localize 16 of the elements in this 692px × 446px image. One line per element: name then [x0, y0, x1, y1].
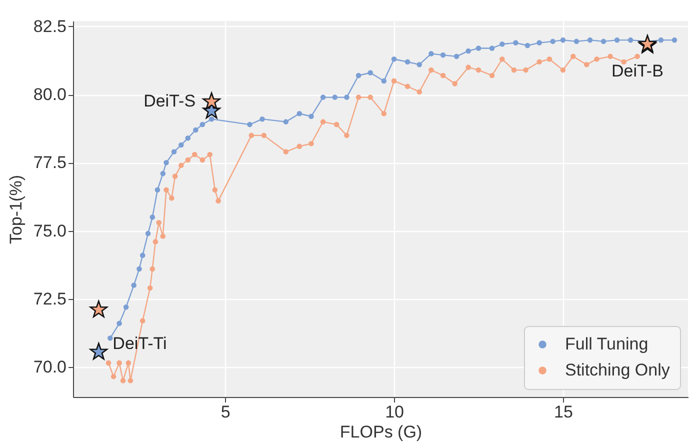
y-tick-label: 70.0	[33, 358, 66, 377]
legend-label: Full Tuning	[565, 334, 648, 354]
y-tick-label: 77.5	[33, 153, 66, 172]
annotation: DeiT-Ti	[112, 334, 167, 354]
x-tick-label: 10	[385, 402, 404, 422]
annotation: DeiT-B	[611, 62, 664, 81]
y-axis-title: Top-1(%)	[6, 175, 26, 244]
x-tick-label: 15	[554, 402, 573, 422]
y-tick-label: 72.5	[33, 289, 66, 308]
y-tick-label: 82.5	[33, 16, 66, 36]
x-axis-title: FLOPs (G)	[340, 422, 422, 442]
y-tick-label: 80.0	[33, 85, 66, 104]
y-tick-label: 75.0	[33, 221, 66, 240]
annotation: DeiT-S	[144, 92, 196, 111]
legend-label: Stitching Only	[565, 360, 670, 380]
x-tick-label: 5	[220, 402, 230, 422]
